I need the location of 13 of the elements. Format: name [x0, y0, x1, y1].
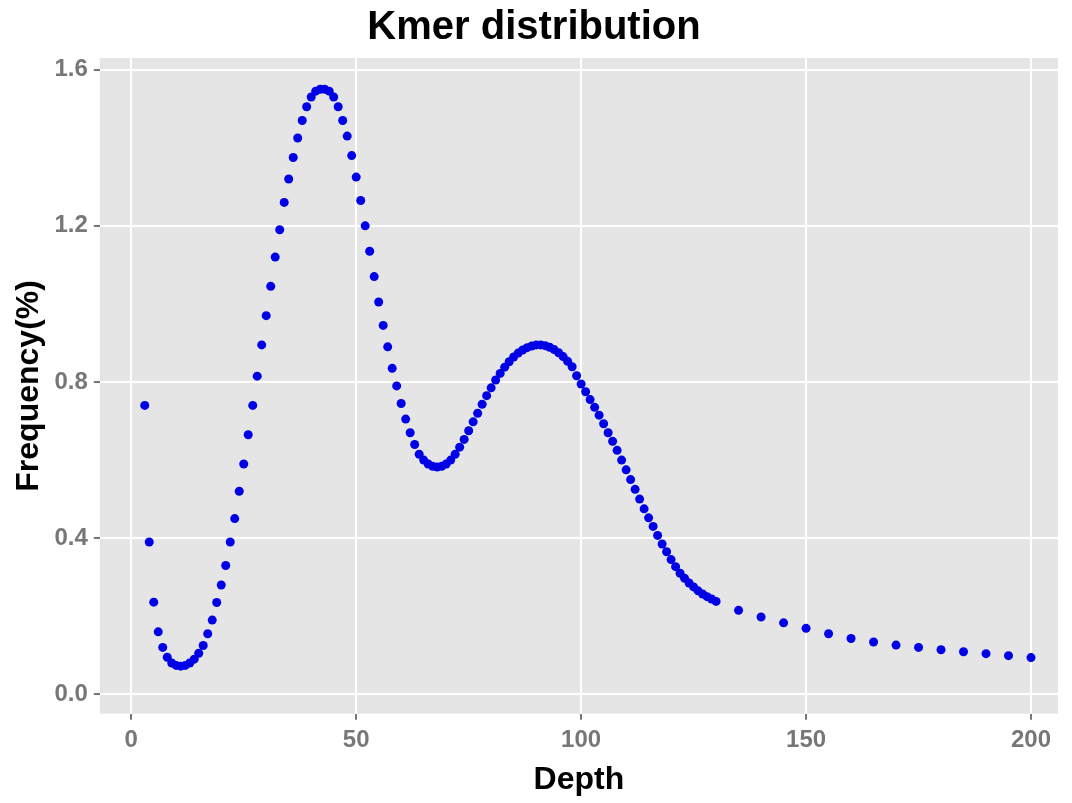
x-axis-title: Depth	[533, 759, 625, 796]
x-tick-label: 150	[786, 724, 827, 752]
y-tick-label: 1.6	[54, 54, 88, 82]
x-tick-label: 0	[124, 724, 138, 752]
y-tick-label: 0.0	[54, 678, 88, 706]
chart-title: Kmer distribution	[367, 3, 701, 48]
x-tick-label: 200	[1010, 724, 1052, 752]
y-tick-label: 0.4	[54, 522, 89, 550]
y-axis-title: Frequency(%)	[9, 280, 46, 492]
x-tick-label: 100	[561, 724, 602, 752]
y-tick-label: 0.8	[54, 366, 88, 394]
x-tick-label: 50	[342, 724, 370, 752]
y-tick-label: 1.2	[54, 210, 88, 238]
